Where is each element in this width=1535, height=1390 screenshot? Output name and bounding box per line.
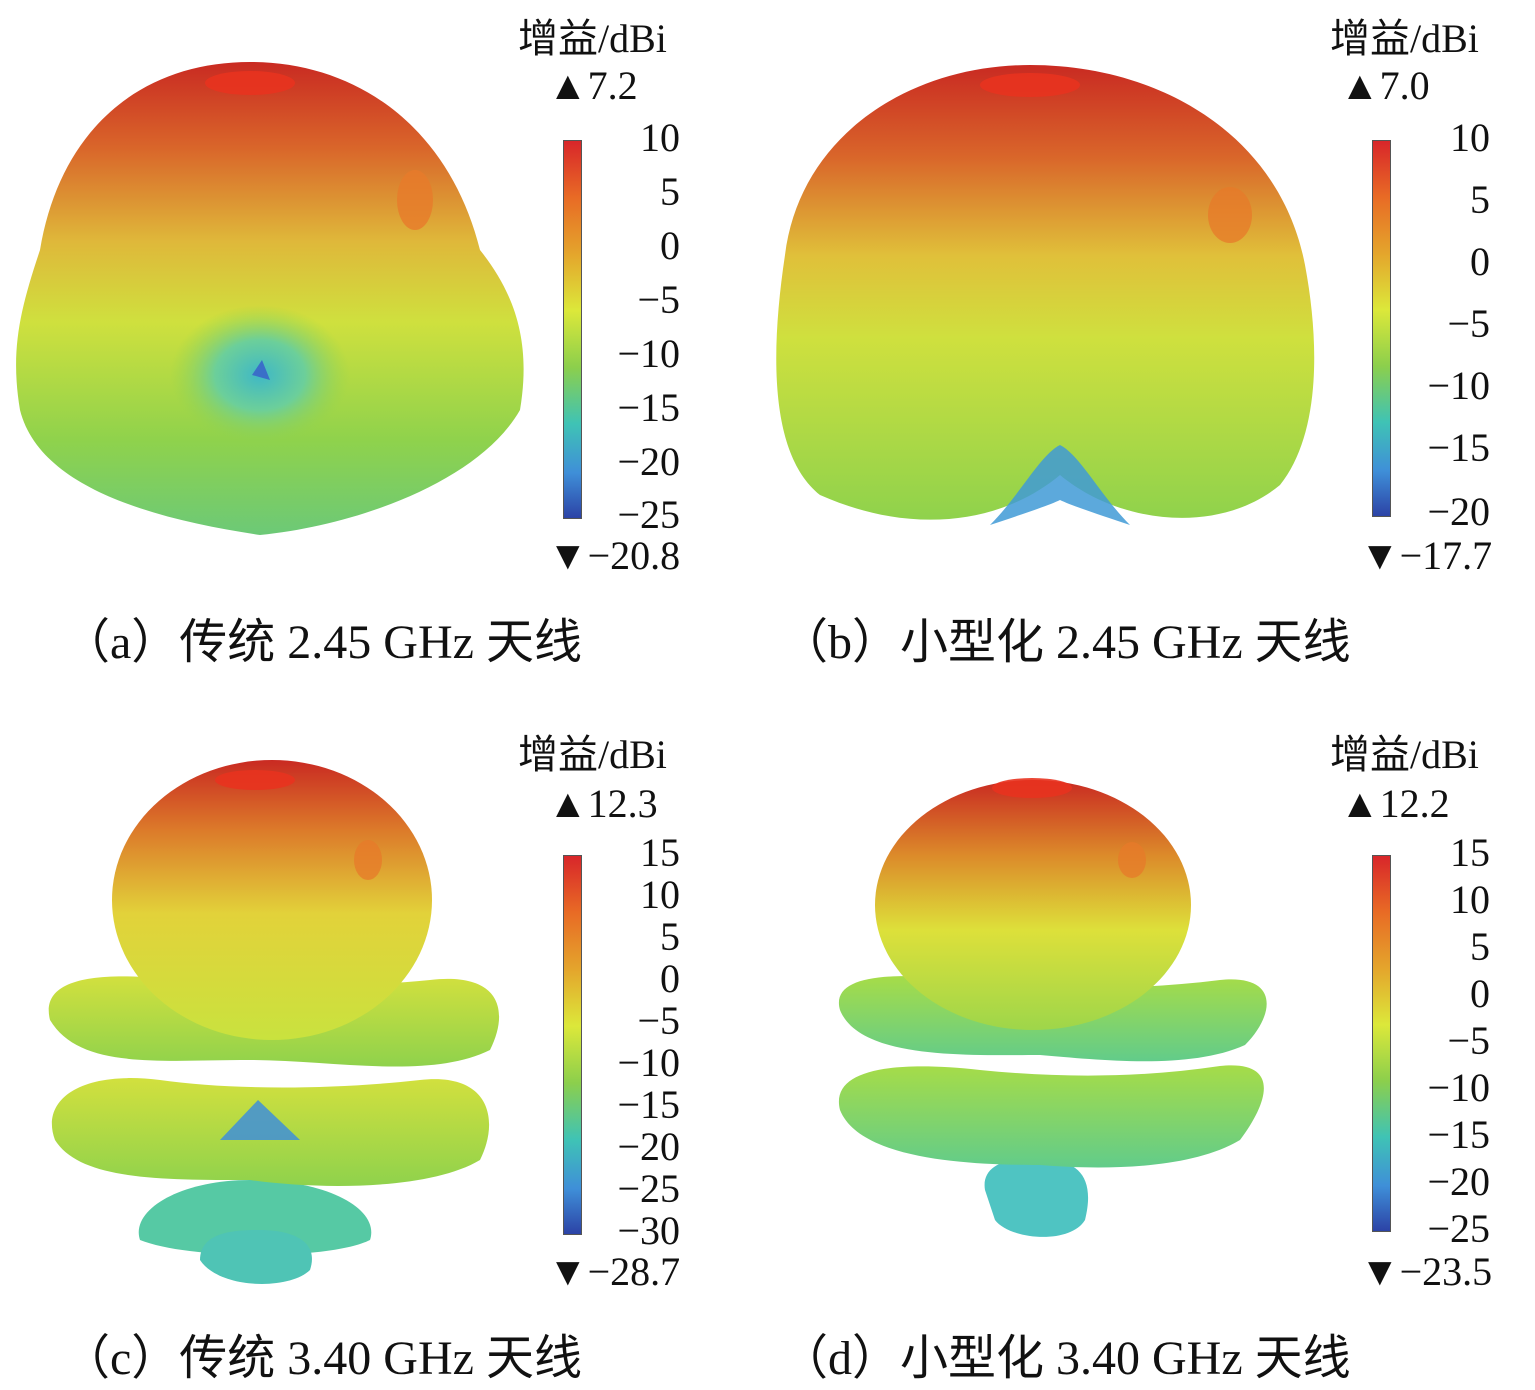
colorbar — [563, 855, 582, 1235]
colorbar-unit-label: 增益/dBi — [518, 732, 667, 777]
min-value-label: ▼−23.5 — [1360, 1249, 1493, 1294]
colorbar-tick: −25 — [617, 492, 680, 537]
panel-caption: （c）传统 3.40 GHz 天线 — [62, 1332, 582, 1385]
panel-d: 增益/dBi ▲12.2 15 10 5 0 −5 −10 −15 −20 −2… — [760, 700, 1535, 1390]
radiation-pattern-b — [776, 65, 1315, 525]
colorbar-tick: 10 — [640, 872, 680, 917]
min-value-label: ▼−28.7 — [548, 1249, 681, 1294]
colorbar-tick: −15 — [1427, 425, 1490, 470]
colorbar-tick: 15 — [1450, 830, 1490, 875]
panel-caption: （d）小型化 3.40 GHz 天线 — [780, 1332, 1351, 1385]
colorbar-tick: −5 — [1447, 1018, 1490, 1063]
colorbar-tick: 0 — [1470, 239, 1490, 284]
colorbar — [1372, 140, 1391, 517]
colorbar-tick: 15 — [640, 830, 680, 875]
colorbar-tick: 5 — [660, 914, 680, 959]
min-value-label: ▼−17.7 — [1360, 533, 1493, 578]
colorbar-tick: −20 — [1427, 1159, 1490, 1204]
colorbar-tick: 5 — [660, 169, 680, 214]
max-value-label: ▲12.2 — [1340, 781, 1450, 826]
colorbar-tick: −25 — [617, 1166, 680, 1211]
colorbar-tick: −25 — [1427, 1206, 1490, 1251]
colorbar-unit-label: 增益/dBi — [1330, 732, 1479, 777]
panel-b: 增益/dBi ▲7.0 10 5 0 −5 −10 −15 −20 ▼−17.7… — [760, 0, 1535, 680]
colorbar-tick: 10 — [1450, 877, 1490, 922]
min-value-label: ▼−20.8 — [548, 533, 681, 578]
colorbar-tick: −10 — [617, 1040, 680, 1085]
colorbar-tick: −10 — [1427, 363, 1490, 408]
panel-c: 增益/dBi ▲12.3 15 10 5 0 −5 −10 −15 −20 −2… — [0, 700, 760, 1390]
colorbar-unit-label: 增益/dBi — [1330, 16, 1479, 61]
max-value-label: ▲7.2 — [548, 63, 638, 108]
colorbar — [1372, 855, 1391, 1232]
colorbar-tick: 10 — [1450, 115, 1490, 160]
colorbar-tick: −20 — [1427, 489, 1490, 534]
radiation-pattern-d — [838, 778, 1267, 1237]
colorbar-tick: −20 — [617, 439, 680, 484]
colorbar-tick: −10 — [617, 331, 680, 376]
colorbar-tick: −30 — [617, 1208, 680, 1253]
colorbar — [563, 140, 582, 519]
max-value-label: ▲7.0 — [1340, 63, 1430, 108]
colorbar-tick: −15 — [617, 385, 680, 430]
colorbar-tick: 10 — [640, 115, 680, 160]
colorbar-tick: −15 — [1427, 1112, 1490, 1157]
radiation-pattern-a — [16, 62, 524, 535]
panel-caption: （b）小型化 2.45 GHz 天线 — [780, 616, 1351, 669]
max-value-label: ▲12.3 — [548, 781, 658, 826]
colorbar-tick: −15 — [617, 1082, 680, 1127]
colorbar-tick: 0 — [1470, 971, 1490, 1016]
colorbar-tick: 5 — [1470, 924, 1490, 969]
colorbar-tick: −5 — [637, 277, 680, 322]
colorbar-tick: −5 — [637, 998, 680, 1043]
radiation-pattern-c — [48, 760, 500, 1284]
panel-a: 增益/dBi ▲7.2 10 5 0 −5 −10 −15 −20 −25 ▼−… — [0, 0, 760, 680]
colorbar-tick: 0 — [660, 223, 680, 268]
colorbar-unit-label: 增益/dBi — [518, 16, 667, 61]
colorbar-tick: −20 — [617, 1124, 680, 1169]
colorbar-tick: −5 — [1447, 301, 1490, 346]
colorbar-tick: 0 — [660, 956, 680, 1001]
colorbar-tick: −10 — [1427, 1065, 1490, 1110]
panel-caption: （a）传统 2.45 GHz 天线 — [62, 616, 582, 669]
colorbar-tick: 5 — [1470, 177, 1490, 222]
